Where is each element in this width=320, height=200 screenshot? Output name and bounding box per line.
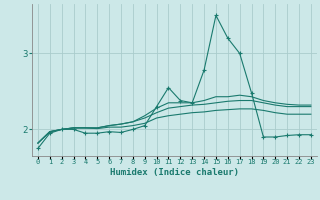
X-axis label: Humidex (Indice chaleur): Humidex (Indice chaleur) (110, 168, 239, 177)
